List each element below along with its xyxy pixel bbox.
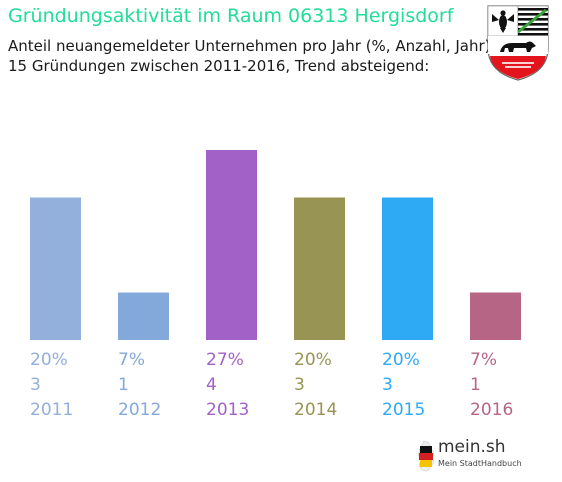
year-label-2015: 2015 [382,400,425,420]
percent-label-2013: 27% [206,350,244,370]
year-label-2013: 2013 [206,400,249,420]
mein-sh-logo[interactable]: mein.sh Mein StadtHandbuch [416,434,528,476]
labels-group: 20% 3 2011 7% 1 2012 27% 4 2013 20% 3 2014 20% 3 2015 7… [30,350,513,420]
percent-label-2015: 20% [382,350,420,370]
bar-2011 [30,197,81,340]
count-label-2015: 3 [382,375,393,395]
count-label-2013: 4 [206,375,217,395]
percent-label-2016: 7% [470,350,497,370]
year-label-2016: 2016 [470,400,513,420]
logo-text: mein.sh [438,437,506,457]
count-label-2011: 3 [30,375,41,395]
chart-title: Gründungsaktivität im Raum 06313 Hergisd… [8,5,454,27]
bar-2012 [118,292,169,340]
count-label-2012: 1 [118,375,129,395]
chart-subtitle: Anteil neuangemeldeter Unternehmen pro J… [8,36,491,76]
count-label-2014: 3 [294,375,305,395]
bar-2016 [470,292,521,340]
bar-2014 [294,197,345,340]
year-label-2014: 2014 [294,400,337,420]
germany-map-icon [417,440,435,472]
year-label-2012: 2012 [118,400,161,420]
subtitle-line-2: 15 Gründungen zwischen 2011-2016, Trend … [8,57,430,75]
subtitle-line-1: Anteil neuangemeldeter Unternehmen pro J… [8,37,491,55]
bar-2013 [206,150,257,340]
percent-label-2012: 7% [118,350,145,370]
year-label-2011: 2011 [30,400,73,420]
logo-subtext: Mein StadtHandbuch [438,459,522,468]
percent-label-2011: 20% [30,350,68,370]
percent-label-2014: 20% [294,350,332,370]
coat-of-arms-icon [487,5,549,81]
bar-2015 [382,197,433,340]
count-label-2016: 1 [470,375,481,395]
bars-group [30,150,521,340]
